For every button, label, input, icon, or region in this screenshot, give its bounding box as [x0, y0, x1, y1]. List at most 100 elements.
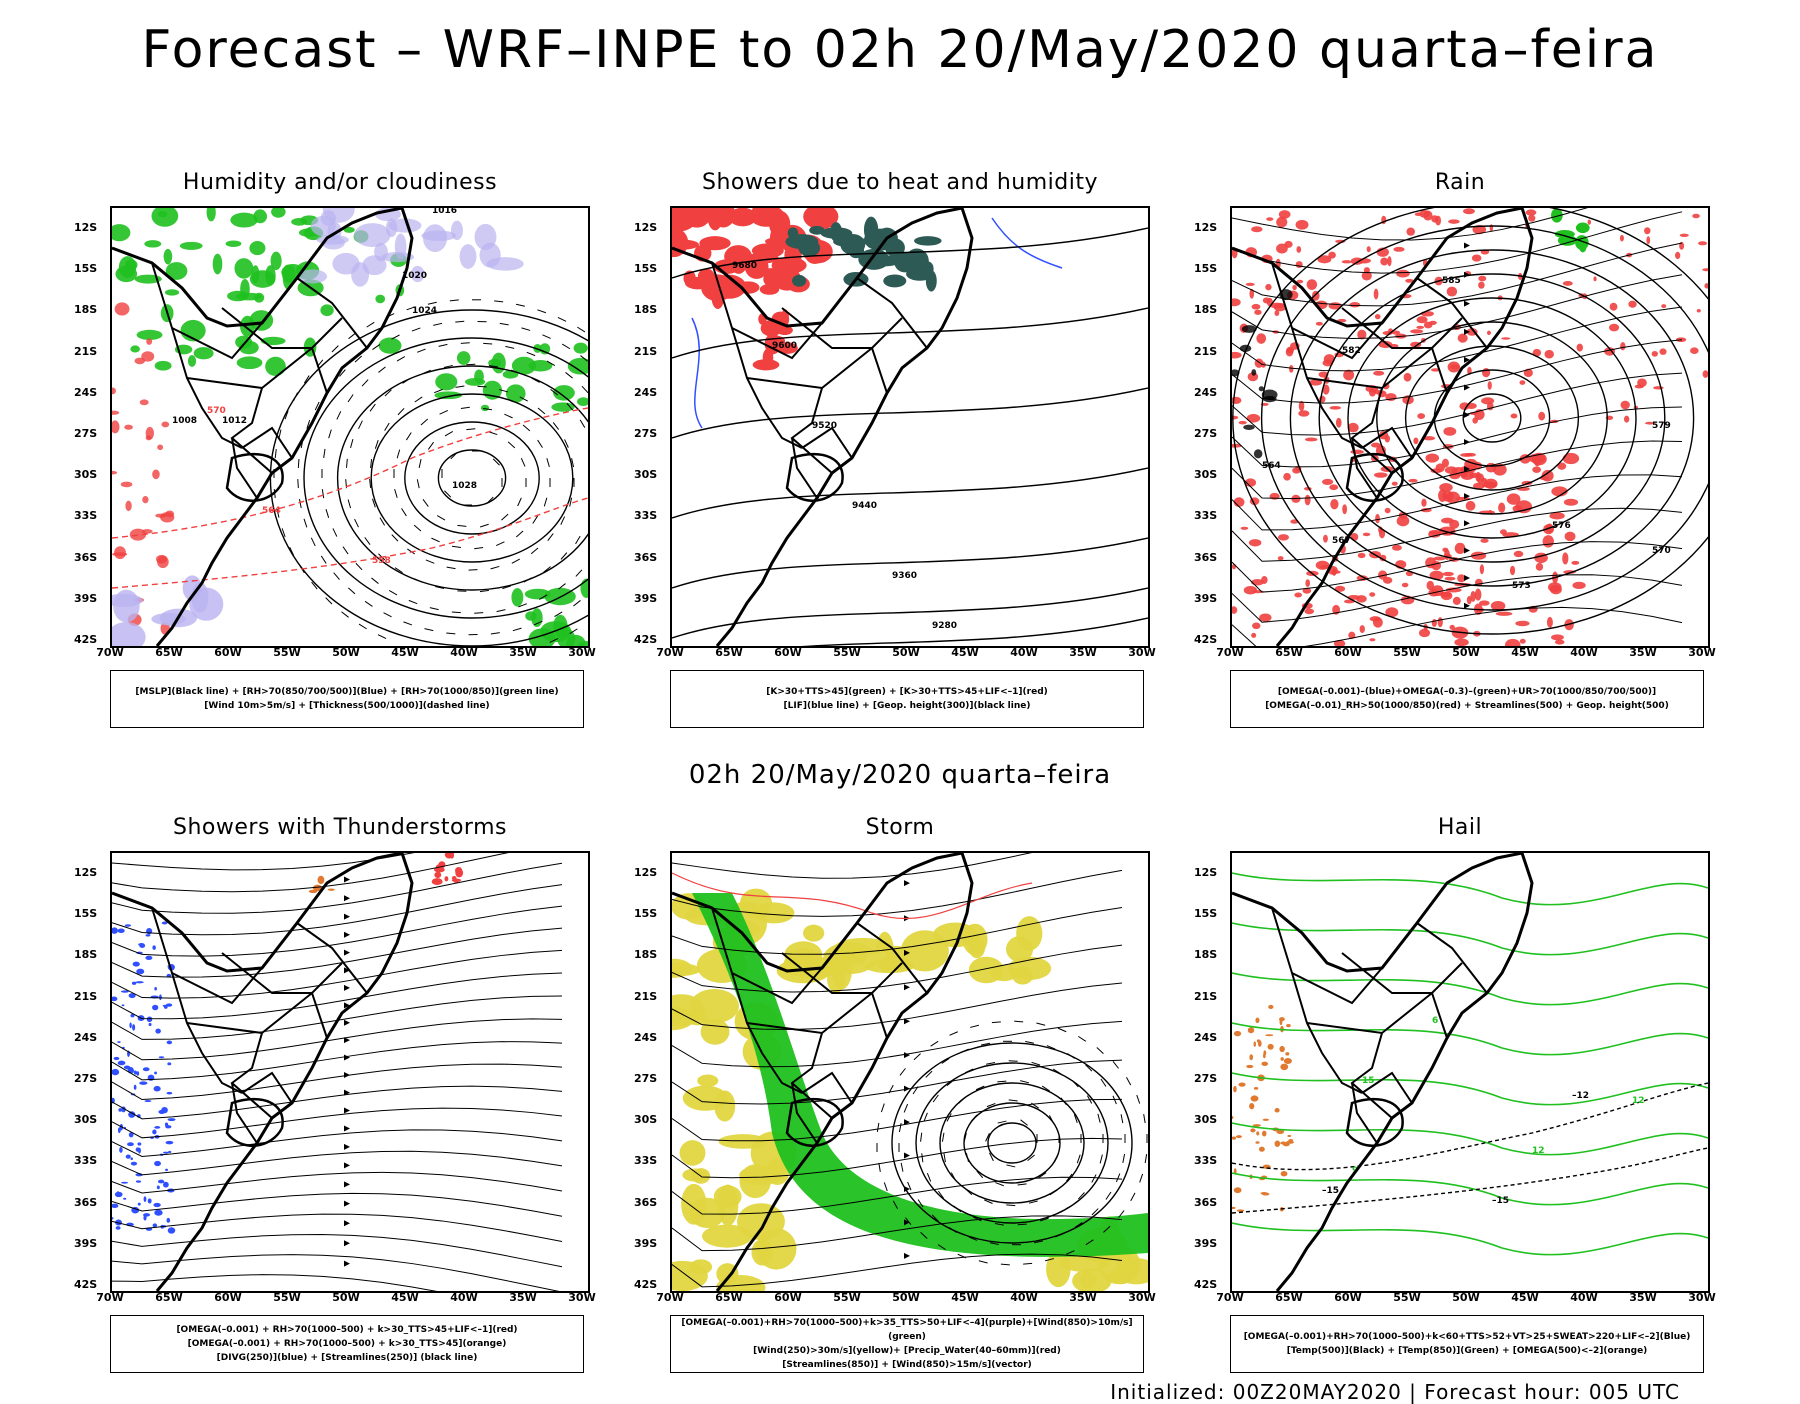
- field-blob: [1635, 385, 1644, 389]
- field-blob: [1563, 453, 1579, 464]
- field-blob: [126, 1154, 131, 1158]
- field-blob: [318, 876, 325, 884]
- wind-vector: [430, 608, 439, 610]
- field-blob: [167, 1041, 172, 1045]
- lat-tick-label: 27S: [1194, 1072, 1217, 1085]
- field-blob: [1374, 472, 1388, 477]
- lat-tick-label: 30S: [634, 1113, 657, 1126]
- field-blob: [1280, 1019, 1283, 1025]
- wind-vector: [431, 538, 439, 542]
- wind-vector: [279, 430, 281, 439]
- field-blob: [157, 1185, 160, 1189]
- field-blob: [1659, 348, 1666, 355]
- wind-vector: [1018, 1184, 1027, 1185]
- field-blob: [444, 876, 448, 881]
- field-blob: [457, 351, 471, 365]
- wind-vector: [1009, 1061, 1018, 1062]
- lat-tick-label: 27S: [74, 1072, 97, 1085]
- wind-vector: [496, 542, 504, 546]
- field-blob: [180, 242, 203, 250]
- field-blob: [1680, 234, 1689, 237]
- streamline-arrow: [344, 914, 350, 920]
- field-blob: [551, 402, 574, 411]
- field-blob: [1305, 579, 1310, 587]
- field-blob: [1080, 1271, 1097, 1288]
- contour-line: [672, 468, 1148, 518]
- lat-tick-label: 21S: [634, 345, 657, 358]
- field-blob: [129, 1022, 131, 1028]
- field-blob: [1646, 236, 1650, 244]
- field-blob: [1256, 333, 1266, 344]
- field-blob: [1360, 625, 1365, 633]
- wind-vector: [1058, 1028, 1066, 1032]
- field-blob: [1275, 1108, 1280, 1112]
- wind-vector: [580, 420, 585, 428]
- wind-vector: [461, 343, 470, 344]
- panel-title: Showers with Thunderstorms: [60, 815, 620, 840]
- streamline-arrow: [1464, 575, 1470, 581]
- lon-tick-label: 35W: [509, 1291, 536, 1304]
- lat-tick-label: 42S: [1194, 633, 1217, 646]
- field-blob: [1528, 215, 1535, 222]
- wind-vector: [415, 397, 422, 402]
- field-blob: [1266, 217, 1273, 221]
- wind-vector: [500, 323, 509, 324]
- wind-vector: [342, 612, 349, 618]
- field-blob: [118, 1127, 121, 1133]
- lat-tick-label: 24S: [74, 386, 97, 399]
- legend: [OMEGA(–0.001) + RH>70(1000–500) + k>30_…: [110, 1315, 584, 1373]
- field-blob: [1702, 268, 1708, 271]
- field-blob: [155, 361, 172, 371]
- lon-tick-label: 35W: [1069, 1291, 1096, 1304]
- field-blob: [168, 1118, 176, 1121]
- wind-vector: [455, 321, 464, 322]
- field-blob: [432, 878, 443, 885]
- field-blob: [1369, 638, 1375, 641]
- field-blob: [374, 243, 388, 261]
- wind-vector: [513, 628, 522, 631]
- wind-vector: [480, 524, 489, 527]
- lon-tick-label: 60W: [774, 1291, 801, 1304]
- field-blob: [136, 969, 144, 975]
- lat-tick-label: 33S: [1194, 509, 1217, 522]
- lon-tick-label: 45W: [1511, 1291, 1538, 1304]
- contour-label: 576: [1552, 521, 1571, 531]
- wind-vector: [1137, 1095, 1140, 1104]
- field-blob: [1305, 495, 1311, 506]
- lon-tick-label: 60W: [774, 646, 801, 659]
- field-blob: [354, 223, 391, 247]
- field-blob: [167, 1062, 171, 1065]
- field-blob: [158, 1180, 164, 1184]
- field-blob: [1453, 597, 1461, 605]
- wind-vector: [378, 635, 386, 639]
- wind-vector: [474, 547, 483, 548]
- wind-vector: [542, 335, 550, 339]
- wind-vector: [995, 1183, 1003, 1186]
- field-blob: [1419, 210, 1429, 218]
- wind-vector: [421, 419, 428, 425]
- wind-vector: [445, 431, 453, 436]
- state-border: [857, 278, 927, 348]
- map-thunderstorms[interactable]: [110, 851, 590, 1293]
- field-blob: [166, 1218, 170, 1223]
- field-blob: [1244, 586, 1257, 594]
- wind-vector: [927, 1173, 930, 1181]
- wind-vector: [452, 546, 461, 547]
- contour-label: 1024: [412, 306, 437, 316]
- lon-tick-label: 65W: [155, 1291, 182, 1304]
- wind-vector: [904, 1104, 907, 1112]
- wind-vector: [337, 411, 341, 419]
- wind-vector: [508, 442, 515, 448]
- map-storm[interactable]: [670, 851, 1150, 1293]
- legend-line: [DIVG(250)](blue) + [Streamlines(250)] (…: [111, 1351, 583, 1365]
- map-showers-heat[interactable]: 9680960095209440936092809200: [670, 206, 1150, 648]
- field-blob: [112, 411, 119, 415]
- wind-vector: [881, 1104, 884, 1113]
- lon-tick-label: 70W: [96, 1291, 123, 1304]
- streamline-arrow: [904, 984, 910, 990]
- wind-vector: [877, 1123, 878, 1132]
